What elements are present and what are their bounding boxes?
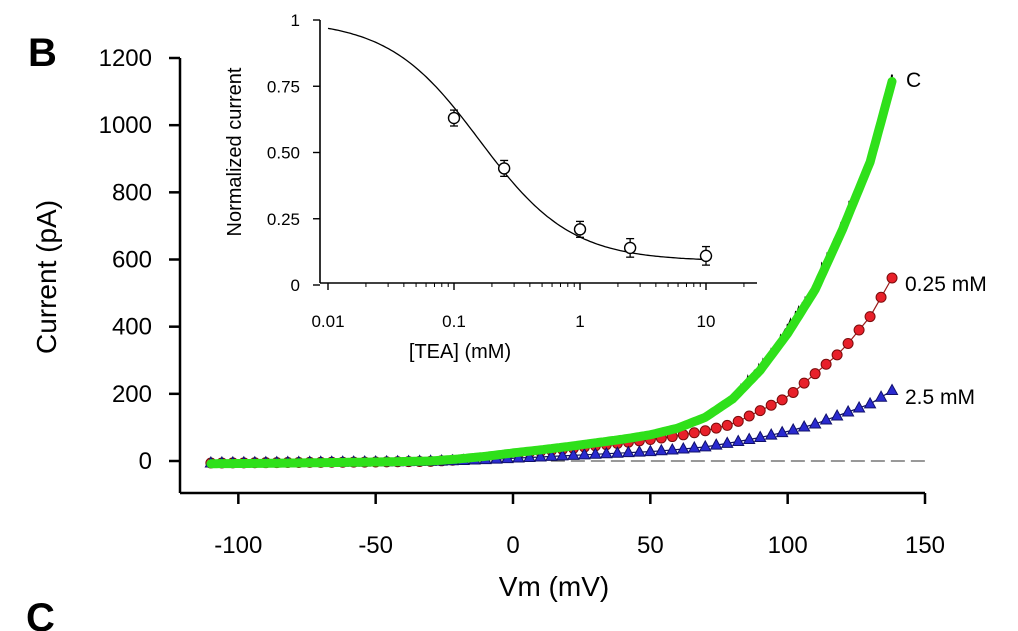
series-2-5mm-point bbox=[665, 442, 679, 455]
series-0-25mm-point bbox=[875, 291, 887, 303]
series-2-5mm-point bbox=[698, 439, 712, 452]
main-x-tick-label: 50 bbox=[637, 532, 664, 559]
series-0-25mm-point bbox=[820, 358, 832, 370]
series-0-25mm-line bbox=[210, 277, 893, 464]
main-x-tick-label: -100 bbox=[214, 532, 262, 559]
series-2-5mm-point bbox=[753, 430, 767, 442]
series-2-5mm-point bbox=[643, 444, 657, 457]
fit-line bbox=[206, 77, 897, 469]
inset-x-tick-label: 10 bbox=[697, 312, 716, 331]
series-2-5mm-point bbox=[676, 442, 690, 454]
series-label-2-5mm: 2.5 mM bbox=[905, 386, 975, 409]
inset-axes: 0.01 0.1 1 10 0 0.25 0.50 0.75 1 bbox=[267, 11, 757, 331]
series-0-25mm-point bbox=[864, 311, 876, 323]
series-2-5mm-point bbox=[797, 419, 811, 432]
series-2-5mm-point bbox=[808, 417, 822, 429]
series-2-5mm-point bbox=[567, 448, 580, 460]
series-0-25mm-point bbox=[710, 422, 722, 434]
series-2-5mm-point bbox=[589, 447, 602, 459]
series-0-25mm-point bbox=[688, 427, 700, 439]
inset-y-axis-label: Normalized current bbox=[224, 67, 246, 236]
series-2-5mm-point bbox=[654, 443, 668, 456]
series-2-5mm-point bbox=[786, 422, 800, 435]
main-y-tick-label: 1000 bbox=[99, 112, 152, 139]
series-2-5mm-point bbox=[830, 408, 844, 421]
inset-data-point bbox=[699, 249, 713, 263]
series-2-5mm-point bbox=[578, 447, 591, 460]
series-2-5mm-point bbox=[633, 445, 646, 457]
inset-background bbox=[300, 4, 770, 299]
inset-x-axis-label: [TEA] (mM) bbox=[409, 341, 511, 363]
inset-y-tick-label: 0 bbox=[291, 276, 300, 295]
series-label-c: C bbox=[906, 69, 921, 92]
inset-y-tick-label: 0.50 bbox=[267, 144, 300, 163]
series-0-25mm-point bbox=[776, 394, 788, 406]
series-0-25mm-point bbox=[831, 349, 843, 361]
series-2-5mm-point bbox=[819, 412, 833, 425]
inset-x-tick-label: 0.01 bbox=[311, 312, 344, 331]
main-y-tick-label: 600 bbox=[112, 247, 152, 274]
main-y-tick-label: 400 bbox=[112, 314, 152, 341]
inset-plot bbox=[327, 27, 713, 266]
inset-fit-curve bbox=[327, 27, 709, 261]
series-0-25mm-point bbox=[842, 337, 854, 349]
panel-label-b: B bbox=[28, 31, 57, 75]
main-x-tick-label: 100 bbox=[768, 532, 808, 559]
series-0-25mm-point bbox=[809, 368, 821, 380]
series-2-5mm-point bbox=[545, 449, 558, 461]
inset-data-point bbox=[497, 162, 511, 175]
series-0-25mm-point bbox=[699, 425, 711, 437]
series-2-5mm-point bbox=[600, 446, 613, 459]
series-0-25mm-point bbox=[743, 410, 755, 422]
main-series bbox=[204, 74, 899, 469]
inset-y-tick-label: 0.25 bbox=[267, 210, 300, 229]
series-2-5mm-point bbox=[841, 404, 855, 417]
main-y-tick-label: 0 bbox=[139, 448, 152, 475]
inset-data-point bbox=[447, 111, 461, 125]
series-0-25mm-point bbox=[798, 377, 810, 389]
inset-x-tick-label: 0.1 bbox=[442, 312, 466, 331]
series-2-5mm-point bbox=[720, 436, 734, 448]
series-2-5mm-point bbox=[885, 383, 899, 395]
series-2-5mm-point bbox=[742, 432, 756, 445]
series-0-25mm-point bbox=[765, 399, 777, 411]
series-2-5mm-point bbox=[687, 440, 701, 453]
main-y-tick-label: 800 bbox=[112, 179, 152, 206]
series-2-5mm-point bbox=[775, 425, 789, 438]
main-x-axis-label: Vm (mV) bbox=[499, 571, 609, 602]
series-2-5mm-point bbox=[731, 434, 745, 447]
inset-data-point bbox=[573, 223, 587, 236]
series-2-5mm-point bbox=[534, 449, 547, 462]
series-0-25mm-point bbox=[732, 415, 744, 427]
main-x-tick-label: 150 bbox=[905, 532, 945, 559]
series-2-5mm-point bbox=[709, 438, 723, 450]
series-2-5mm-point bbox=[523, 450, 536, 463]
main-y-axis-label: Current (pA) bbox=[31, 200, 62, 354]
main-x-tick-label: 0 bbox=[506, 532, 519, 559]
series-0-25mm-point bbox=[787, 386, 799, 398]
panel-label-c: C bbox=[26, 596, 55, 631]
series-0-25mm-point bbox=[886, 272, 898, 284]
main-y-tick-label: 200 bbox=[112, 381, 152, 408]
series-2-5mm-point bbox=[611, 446, 624, 458]
series-2-5mm-point bbox=[863, 396, 877, 409]
series-0-25mm-point bbox=[754, 405, 766, 417]
series-2-5mm-point bbox=[622, 445, 635, 458]
inset-y-tick-label: 1 bbox=[291, 11, 300, 30]
inset-x-tick-label: 1 bbox=[575, 312, 584, 331]
inset-data-point bbox=[623, 241, 637, 255]
inset-y-tick-label: 0.75 bbox=[267, 77, 300, 96]
series-2-5mm-point bbox=[874, 390, 888, 402]
series-2-5mm-point bbox=[556, 448, 569, 461]
series-2-5mm-point bbox=[764, 428, 778, 440]
main-y-tick-label: 1200 bbox=[99, 45, 152, 72]
series-label-0-25mm: 0.25 mM bbox=[905, 273, 987, 296]
series-0-25mm-point bbox=[853, 324, 865, 336]
series-2-5mm-point bbox=[852, 400, 866, 413]
main-x-tick-label: -50 bbox=[358, 532, 393, 559]
series-0-25mm-point bbox=[721, 419, 733, 431]
